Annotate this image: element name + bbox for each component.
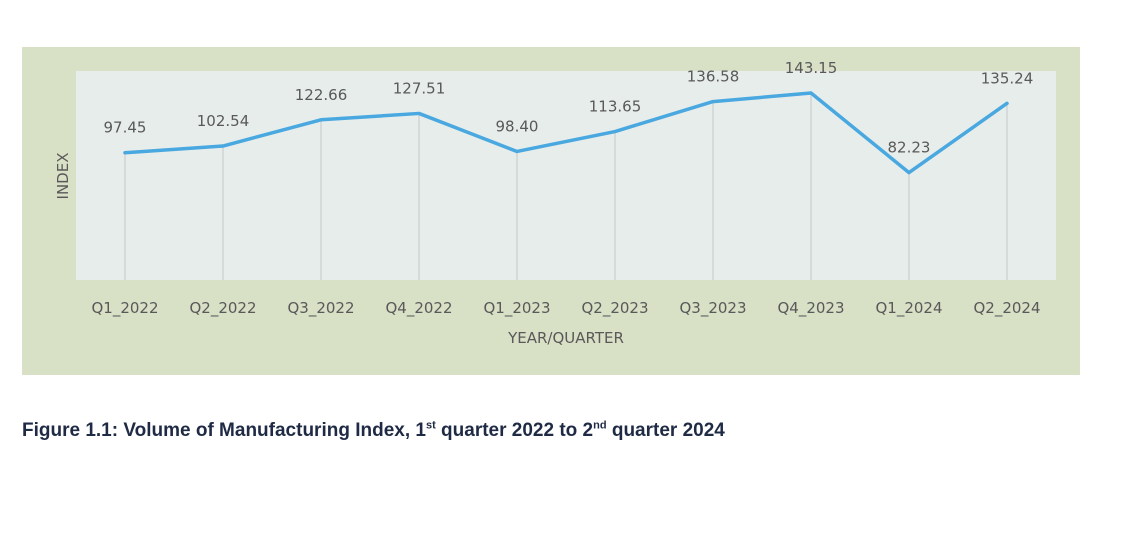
x-tick-label: Q3_2022 [287,299,354,318]
x-tick-label: Q2_2022 [189,299,256,318]
series-line [123,91,1009,175]
data-label: 97.45 [104,119,147,137]
data-label: 102.54 [197,112,250,130]
x-tick-label: Q2_2024 [973,299,1040,318]
plot-area [76,71,1056,280]
x-tick-label: Q2_2023 [581,299,648,318]
data-labels: 97.45 102.54 122.66 127.51 98.40 113.65 136.58… [104,59,1034,157]
caption-prefix: Figure 1.1: Volume of Manufacturing Inde… [22,420,426,441]
data-label: 135.24 [981,69,1034,87]
caption-suffix: quarter 2024 [606,420,725,441]
gridlines [124,93,1008,280]
data-label: 127.51 [393,79,446,97]
x-tick-label: Q1_2022 [91,299,158,318]
x-tick-label: Q4_2022 [385,299,452,318]
x-tick-labels: Q1_2022 Q2_2022 Q3_2022 Q4_2022 Q1_2023 Q2_20… [91,299,1040,318]
figure-caption: Figure 1.1: Volume of Manufacturing Inde… [22,420,725,442]
data-label: 98.40 [496,117,539,135]
caption-middle: quarter 2022 to 2 [435,420,594,441]
data-label: 113.65 [589,98,642,116]
x-tick-label: Q1_2024 [875,299,942,318]
x-axis-title: YEAR/QUARTER [507,329,624,347]
x-tick-label: Q4_2023 [777,299,844,318]
y-axis-title: INDEX [54,153,72,200]
chart: 97.45 102.54 122.66 127.51 98.40 113.65 136.58… [22,47,1080,375]
data-label: 143.15 [785,59,838,77]
x-tick-label: Q3_2023 [679,299,746,318]
caption-superscript-nd: nd [593,419,607,432]
x-tick-label: Q1_2023 [483,299,550,318]
caption-superscript-st: st [425,419,436,432]
data-label: 136.58 [687,68,740,86]
data-label: 82.23 [888,139,931,157]
data-label: 122.66 [295,86,348,104]
